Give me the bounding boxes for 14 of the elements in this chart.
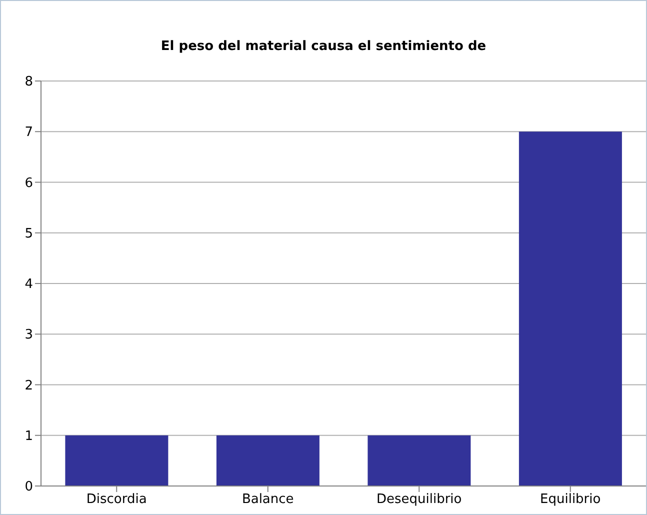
- y-tick-label: 2: [24, 378, 33, 394]
- x-tick-label: Desequilibrio: [376, 492, 462, 508]
- x-tick-label: Discordia: [86, 492, 147, 508]
- y-tick-label: 1: [24, 428, 33, 444]
- y-tick-label: 8: [24, 74, 33, 90]
- x-tick-label: Balance: [242, 492, 294, 508]
- y-tick-label: 5: [24, 226, 33, 242]
- x-tick-label: Equilibrio: [540, 492, 601, 508]
- y-tick-label: 4: [24, 277, 33, 292]
- y-tick-label: 3: [24, 328, 33, 343]
- y-tick-label: 7: [24, 125, 33, 140]
- y-tick-label: 0: [24, 480, 33, 495]
- y-tick-label: 6: [24, 176, 33, 191]
- chart-title: El peso del material causa el sentimiento de: [160, 39, 488, 54]
